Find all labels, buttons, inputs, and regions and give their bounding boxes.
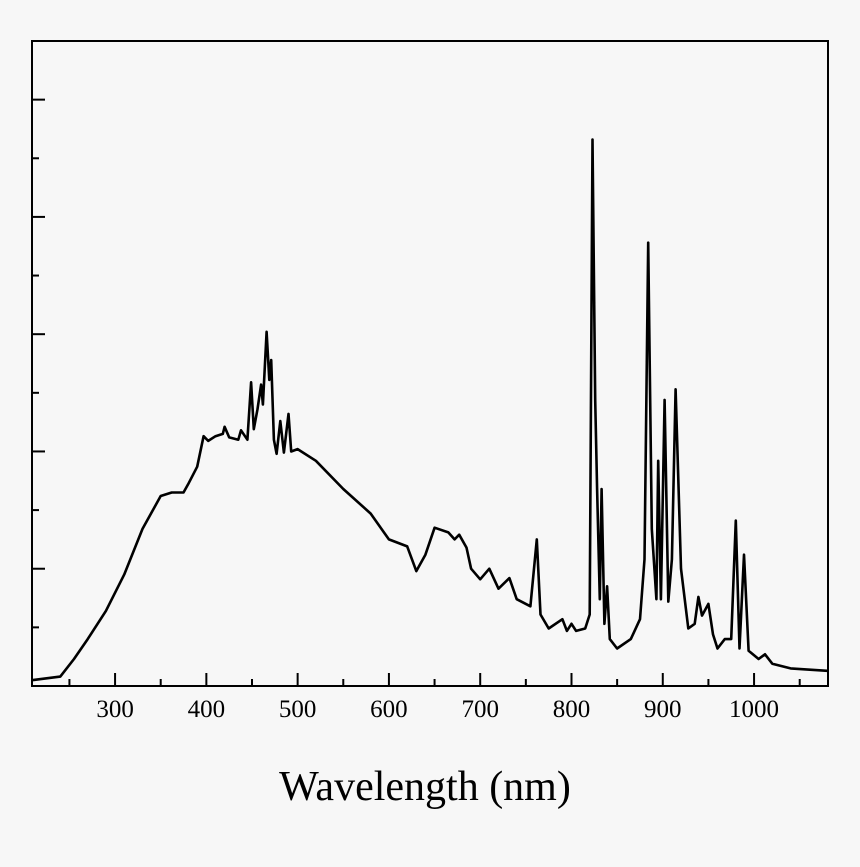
x-tick-label: 800	[553, 696, 591, 723]
x-tick-label: 900	[644, 696, 682, 723]
x-axis-label: Wavelength (nm)	[279, 764, 571, 810]
x-tick-label: 500	[279, 696, 317, 723]
plot-frame	[31, 40, 829, 687]
x-tick-label: 600	[370, 696, 408, 723]
x-tick-label: 1000	[729, 696, 779, 723]
x-tick-label: 400	[188, 696, 226, 723]
x-tick-label: 700	[461, 696, 499, 723]
spectrum-line	[32, 138, 828, 682]
x-tick-label: 300	[96, 696, 134, 723]
